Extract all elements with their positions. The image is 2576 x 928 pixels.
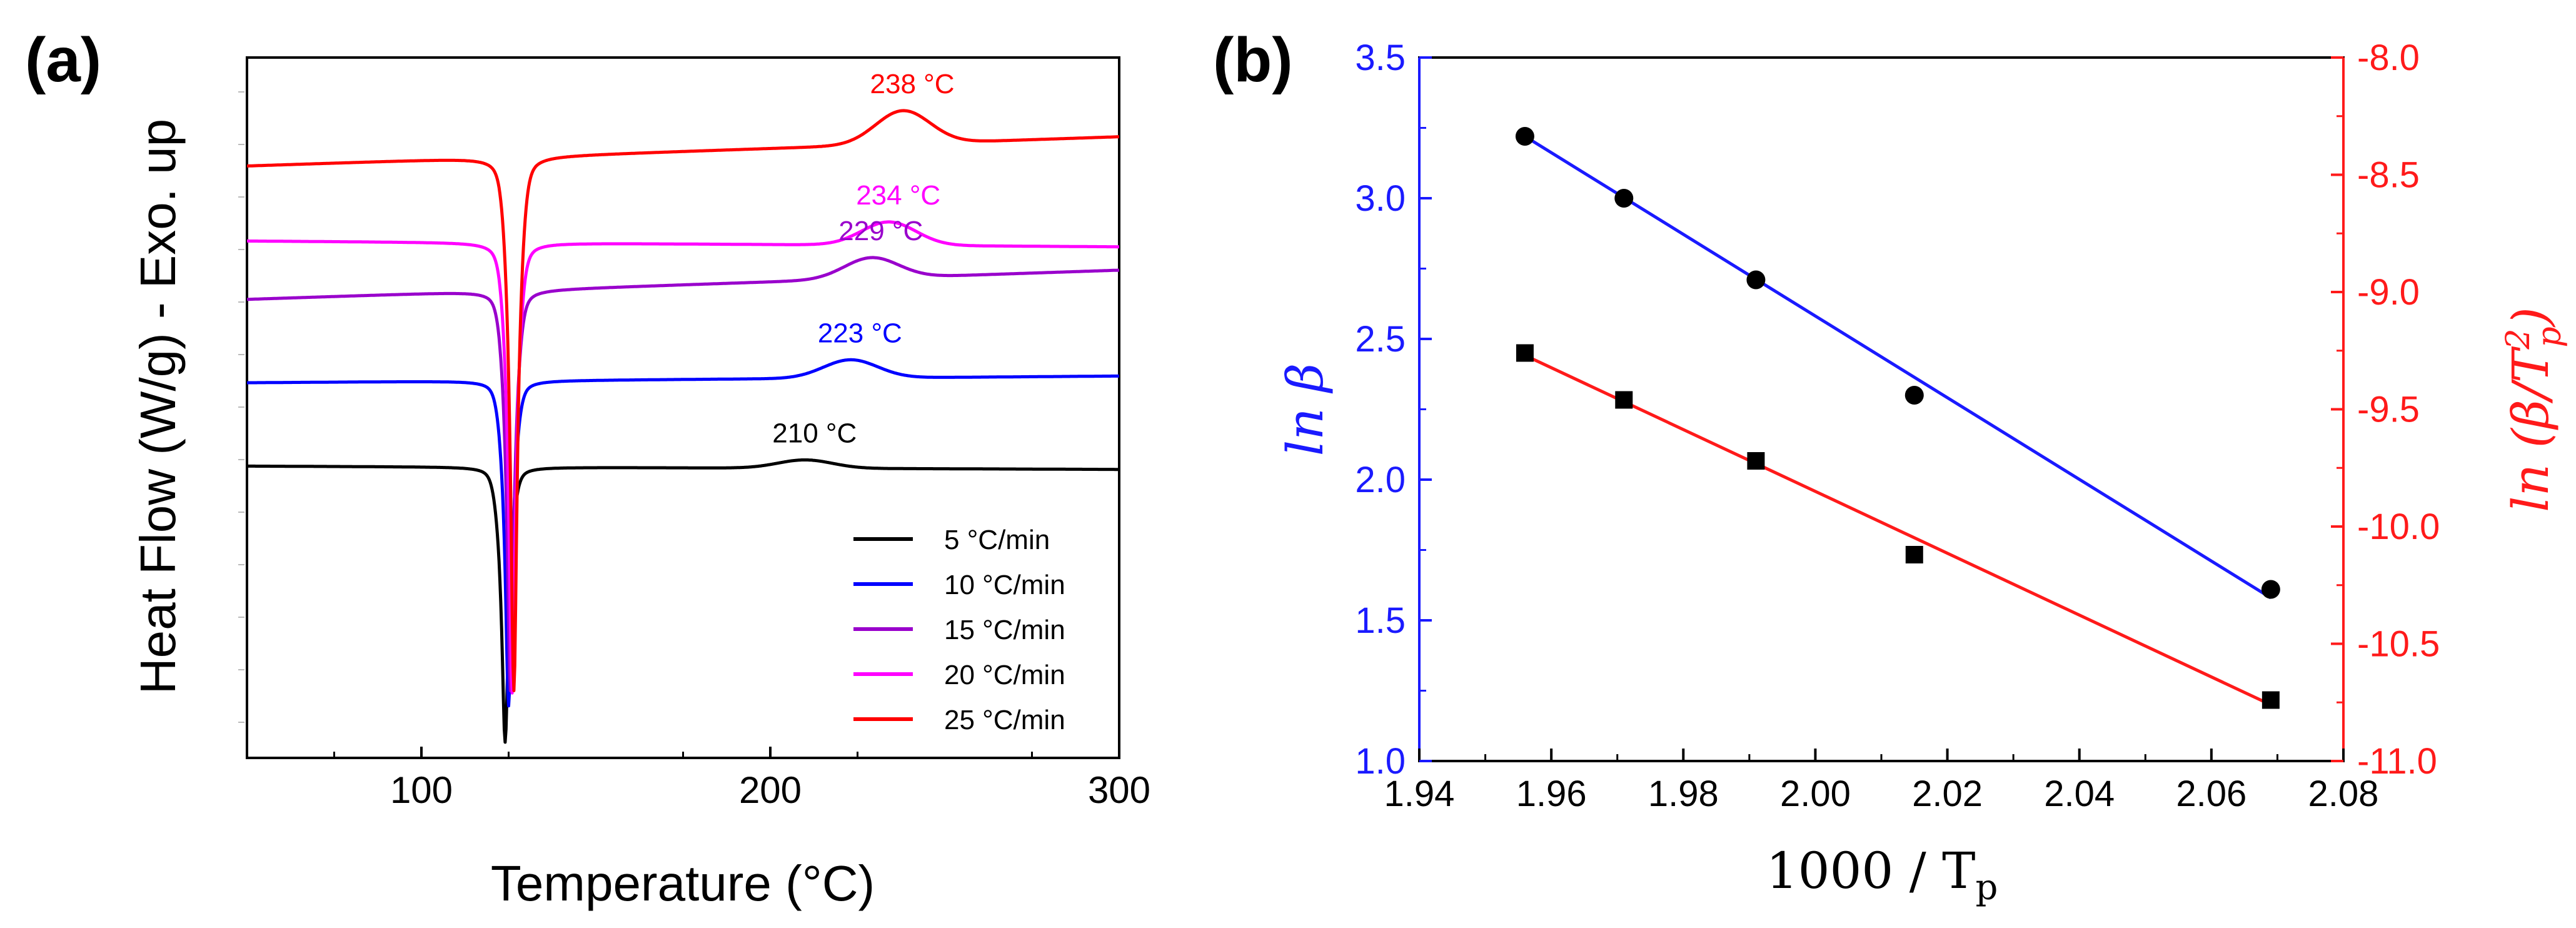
panel-a-peak-label: 223 °C bbox=[818, 318, 902, 348]
panel-b-x-tick-label: 1.98 bbox=[1648, 774, 1719, 814]
panel-a-peak-labels: 210 °C 223 °C 229 °C 234 °C 238 °C bbox=[772, 69, 954, 449]
panel-b-right-y-tick-label: -8.5 bbox=[2357, 155, 2420, 196]
panel-b-plot-frame bbox=[1418, 56, 2345, 762]
panel-a-legend-label: 25 °C/min bbox=[944, 705, 1065, 735]
panel-b-x-axis: 1.94 1.96 1.98 2.00 2.02 2.04 2.06 2.08 bbox=[1384, 749, 2379, 814]
panel-b-x-tick-label: 1.94 bbox=[1384, 774, 1455, 814]
panel-b-left-y-axis: 1.0 1.5 2.0 2.5 3.0 3.5 bbox=[1355, 38, 1432, 782]
panel-b-right-y-axis-title: ln (β/T2p) bbox=[2500, 307, 2568, 512]
panel-a-x-tick-label: 300 bbox=[1088, 769, 1150, 811]
panel-b-x-tick-label: 2.00 bbox=[1780, 774, 1851, 814]
panel-a-label: (a) bbox=[25, 25, 101, 95]
panel-b-x-tick-label: 2.02 bbox=[1912, 774, 1983, 814]
panel-b-data-point-square bbox=[2262, 691, 2280, 709]
panel-a-peak-label: 229 °C bbox=[838, 216, 923, 246]
panel-b-fit-line bbox=[1524, 353, 2272, 707]
panel-b-right-y-axis: -8.0 -8.5 -9.0 -9.5 -10.0 -10.5 -11.0 bbox=[2331, 38, 2440, 782]
panel-a-x-axis-title: Temperature (°C) bbox=[491, 855, 875, 911]
panel-b-data-point-circle bbox=[1515, 127, 1534, 146]
panel-b-right-y-tick-label: -11.0 bbox=[2357, 741, 2437, 782]
panel-a-legend-label: 20 °C/min bbox=[944, 660, 1065, 690]
panel-b-left-y-axis-title: ln β bbox=[1276, 363, 1334, 456]
panel-b-x-tick-label: 2.04 bbox=[2044, 774, 2115, 814]
panel-a-x-tick-label: 100 bbox=[390, 769, 453, 811]
panel-b-left-y-tick-label: 2.0 bbox=[1355, 460, 1406, 500]
panel-a-curves bbox=[246, 109, 1120, 744]
panel-b-x-tick-label: 2.08 bbox=[2308, 774, 2379, 814]
panel-b-right-y-tick-label: -9.5 bbox=[2357, 390, 2420, 430]
panel-a-peak-label: 234 °C bbox=[856, 180, 940, 211]
panel-a-peak-label: 238 °C bbox=[870, 69, 955, 99]
panel-b-data-point-circle bbox=[2261, 580, 2280, 599]
panel-a-legend-label: 10 °C/min bbox=[944, 570, 1065, 600]
panel-b-data-point-circle bbox=[1904, 386, 1924, 405]
panel-b-right-y-tick-label: -10.0 bbox=[2357, 507, 2440, 547]
panel-b-data-point-circle bbox=[1614, 189, 1634, 208]
panel-b-left-y-tick-label: 3.0 bbox=[1355, 178, 1406, 219]
panel-a-dsc-curve bbox=[246, 358, 1120, 708]
panel-a-dsc-curve bbox=[246, 109, 1120, 692]
panel-b-right-y-tick-label: -9.0 bbox=[2357, 272, 2420, 313]
panel-a-x-tick-label: 200 bbox=[739, 769, 802, 811]
panel-a-y-axis-title: Heat Flow (W/g) - Exo. up bbox=[130, 119, 186, 694]
panel-b-data-point-square bbox=[1516, 344, 1534, 362]
panel-b-data-point-circle bbox=[1746, 270, 1766, 290]
panel-b-data-point-square bbox=[1747, 452, 1765, 470]
panel-b-data-point-square bbox=[1905, 546, 1923, 563]
panel-b-right-y-tick-label: -10.5 bbox=[2357, 624, 2440, 665]
panel-a-dsc-curve bbox=[246, 256, 1120, 693]
panel-a-dsc-chart: (a) 100 200 300 210 °C 223 °C 229 °C 234 °C 23… bbox=[25, 25, 1150, 911]
panel-b-fit-line bbox=[1524, 134, 2272, 600]
panel-a-dsc-curve bbox=[246, 458, 1120, 744]
panel-a-legend: 5 °C/min 10 °C/min 15 °C/min 20 °C/min 25 °C… bbox=[853, 525, 1065, 735]
panel-a-legend-label: 15 °C/min bbox=[944, 615, 1065, 645]
panel-b-series bbox=[1515, 127, 2280, 709]
panel-b-x-tick-label: 1.96 bbox=[1516, 774, 1587, 814]
panel-b-left-y-tick-label: 1.5 bbox=[1355, 600, 1406, 641]
panel-b-left-y-tick-label: 2.5 bbox=[1355, 319, 1406, 360]
panel-b-label: (b) bbox=[1213, 25, 1293, 95]
panel-a-peak-label: 210 °C bbox=[772, 418, 857, 448]
panel-a-legend-label: 5 °C/min bbox=[944, 525, 1050, 555]
panel-b-kissinger-chart: (b) 1.94 1.96 1.98 2.00 2.02 2.04 2.06 2.08 1.0… bbox=[1213, 25, 2568, 908]
panel-b-data-point-square bbox=[1615, 391, 1633, 409]
panel-b-x-tick-label: 2.06 bbox=[2176, 774, 2246, 814]
panel-a-x-axis: 100 200 300 bbox=[333, 747, 1150, 811]
panel-b-left-y-tick-label: 3.5 bbox=[1355, 38, 1406, 78]
panel-a-y-axis bbox=[238, 91, 244, 723]
panel-b-x-axis-title: 1000 / Tp bbox=[1766, 842, 1998, 908]
panel-b-left-y-tick-label: 1.0 bbox=[1355, 741, 1406, 782]
panel-b-right-y-tick-label: -8.0 bbox=[2357, 38, 2420, 78]
panel-a-dsc-curve bbox=[246, 220, 1120, 695]
